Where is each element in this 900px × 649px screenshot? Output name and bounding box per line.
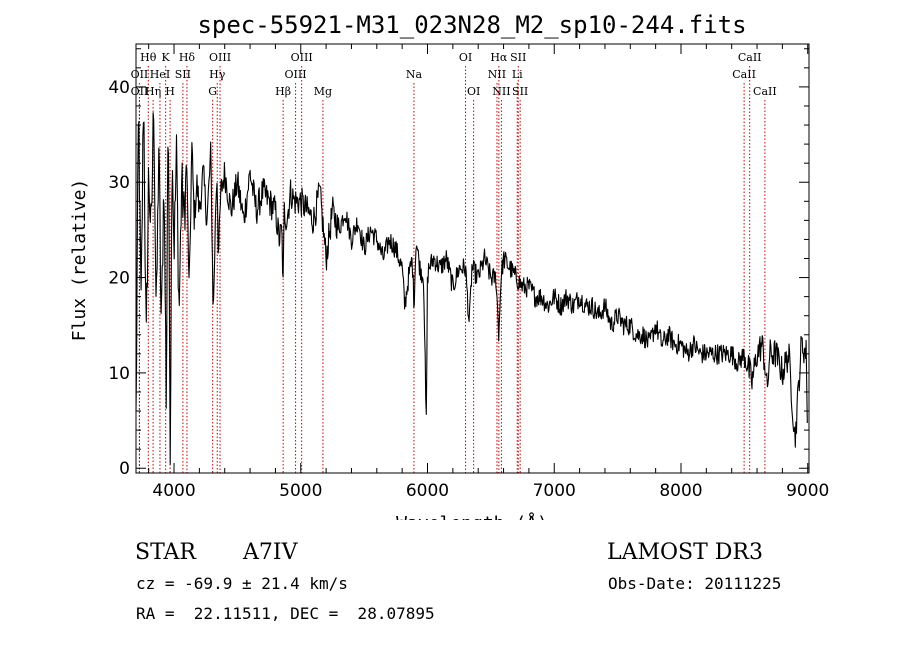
line-marker-label-25: CaII xyxy=(732,68,756,81)
line-marker-label-20: Hα xyxy=(490,51,508,64)
redshift-cz: cz = -69.9 ± 21.4 km/s xyxy=(136,574,348,593)
x-tick-label-3: 7000 xyxy=(533,481,576,501)
object-class: STAR xyxy=(135,540,196,565)
x-tick-label-0: 4000 xyxy=(152,481,195,501)
line-marker-label-9: G xyxy=(208,85,217,98)
line-marker-label-2: OII xyxy=(131,85,149,98)
line-marker-label-3: Hη xyxy=(145,85,161,98)
line-marker-label-16: Na xyxy=(406,68,423,81)
y-axis-label: Flux (relative) xyxy=(69,179,90,342)
y-tick-label-2: 20 xyxy=(108,269,130,289)
line-marker-label-18: OI xyxy=(467,85,480,98)
line-marker-label-13: OIII xyxy=(285,68,307,81)
y-axis-ticks: 0 10 20 30 40 xyxy=(108,48,809,479)
chart-title: spec-55921-M31_023N28_M2_sp10-244.fits xyxy=(197,11,746,39)
x-axis-ticks: 4000 5000 6000 7000 8000 9000 xyxy=(148,44,829,501)
spectrum-line xyxy=(135,112,808,465)
line-marker-label-10: Hγ xyxy=(209,68,226,81)
line-marker-label-19: NII xyxy=(488,68,506,81)
plot-frame xyxy=(135,43,810,474)
line-marker-label-1: Hθ xyxy=(140,51,157,64)
y-tick-label-0: 0 xyxy=(119,459,130,479)
line-marker-label-14: OIII xyxy=(291,51,313,64)
line-marker-label-7: SII xyxy=(175,68,191,81)
line-marker-label-5: K xyxy=(162,51,171,64)
line-marker-label-26: CaII xyxy=(738,51,762,64)
survey-name: LAMOST DR3 xyxy=(607,540,763,565)
line-marker-label-11: OIII xyxy=(209,51,231,64)
line-marker-label-0: OII xyxy=(131,68,149,81)
x-tick-label-2: 6000 xyxy=(406,481,449,501)
line-marker-label-23: SII xyxy=(510,51,526,64)
x-tick-label-4: 8000 xyxy=(659,481,702,501)
x-tick-label-5: 9000 xyxy=(786,481,829,501)
x-tick-label-1: 5000 xyxy=(279,481,322,501)
line-marker-label-4: HeI xyxy=(150,68,170,81)
line-marker-labels: OIIHθOIIHηHeIKHSIIHδGHγOIIIHβOIIIOIIIMgN… xyxy=(131,51,777,98)
line-marker-label-24: SII xyxy=(512,85,528,98)
line-marker-label-15: Mg xyxy=(314,85,332,98)
line-marker-label-27: CaII xyxy=(753,85,777,98)
line-marker-label-6: H xyxy=(165,85,175,98)
line-marker-label-17: OI xyxy=(459,51,472,64)
line-marker-label-21: NII xyxy=(492,85,510,98)
object-subclass: A7IV xyxy=(243,540,298,565)
observation-date: Obs-Date: 20111225 xyxy=(608,574,782,593)
line-marker-label-12: Hβ xyxy=(275,85,291,98)
line-marker-label-8: Hδ xyxy=(179,51,196,64)
y-tick-label-4: 40 xyxy=(108,78,130,98)
line-markers xyxy=(138,66,766,473)
spectrum-chart: OIIHθOIIHηHeIKHSIIHδGHγOIIIHβOIIIOIIIMgN… xyxy=(69,11,829,520)
y-tick-label-1: 10 xyxy=(108,364,130,384)
y-tick-label-3: 30 xyxy=(108,173,130,193)
coordinates: RA = 22.11511, DEC = 28.07895 xyxy=(136,604,435,623)
line-marker-label-22: Li xyxy=(512,68,523,81)
x-axis-label: Wavelength (Å) xyxy=(396,512,548,520)
